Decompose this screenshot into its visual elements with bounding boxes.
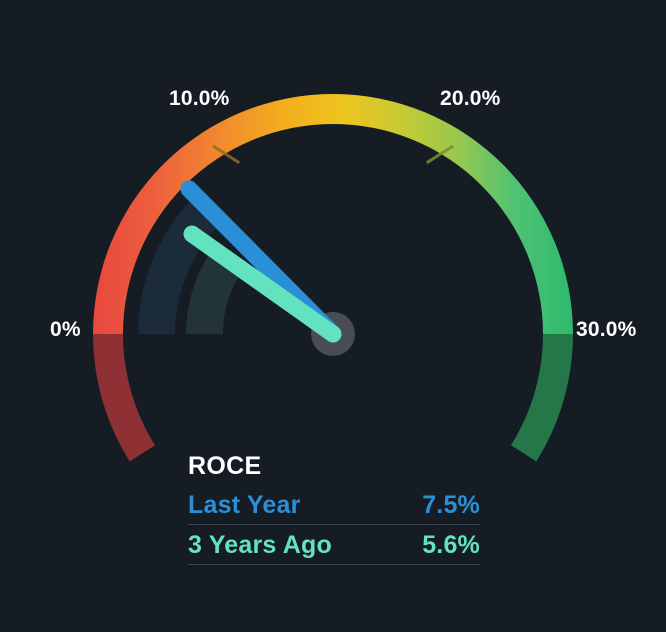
gauge-band-below-min <box>93 334 155 462</box>
legend-label-last-year: Last Year <box>188 491 301 519</box>
needle-three-years <box>183 225 342 343</box>
legend: ROCE Last Year 7.5% 3 Years Ago 5.6% <box>188 451 480 571</box>
gauge-band-group <box>93 94 573 462</box>
gauge-needles <box>180 180 342 343</box>
legend-row-last-year: Last Year 7.5% <box>188 491 480 525</box>
gauge-tick-20 <box>425 144 454 165</box>
axis-label-ten: 10.0% <box>169 87 230 110</box>
axis-label-min: 0% <box>50 318 81 341</box>
legend-label-three-years: 3 Years Ago <box>188 531 332 559</box>
legend-value-last-year: 7.5% <box>422 491 480 519</box>
axis-label-twenty: 20.0% <box>440 87 501 110</box>
legend-value-three-years: 5.6% <box>422 531 480 559</box>
gauge-tick-10 <box>212 144 241 165</box>
gauge-track-three-years <box>185 252 241 334</box>
legend-row-three-years: 3 Years Ago 5.6% <box>188 531 480 565</box>
legend-title: ROCE <box>188 452 262 480</box>
axis-label-max: 30.0% <box>576 318 637 341</box>
gauge-band-above-max <box>511 334 573 462</box>
gauge-band-main <box>93 94 573 334</box>
